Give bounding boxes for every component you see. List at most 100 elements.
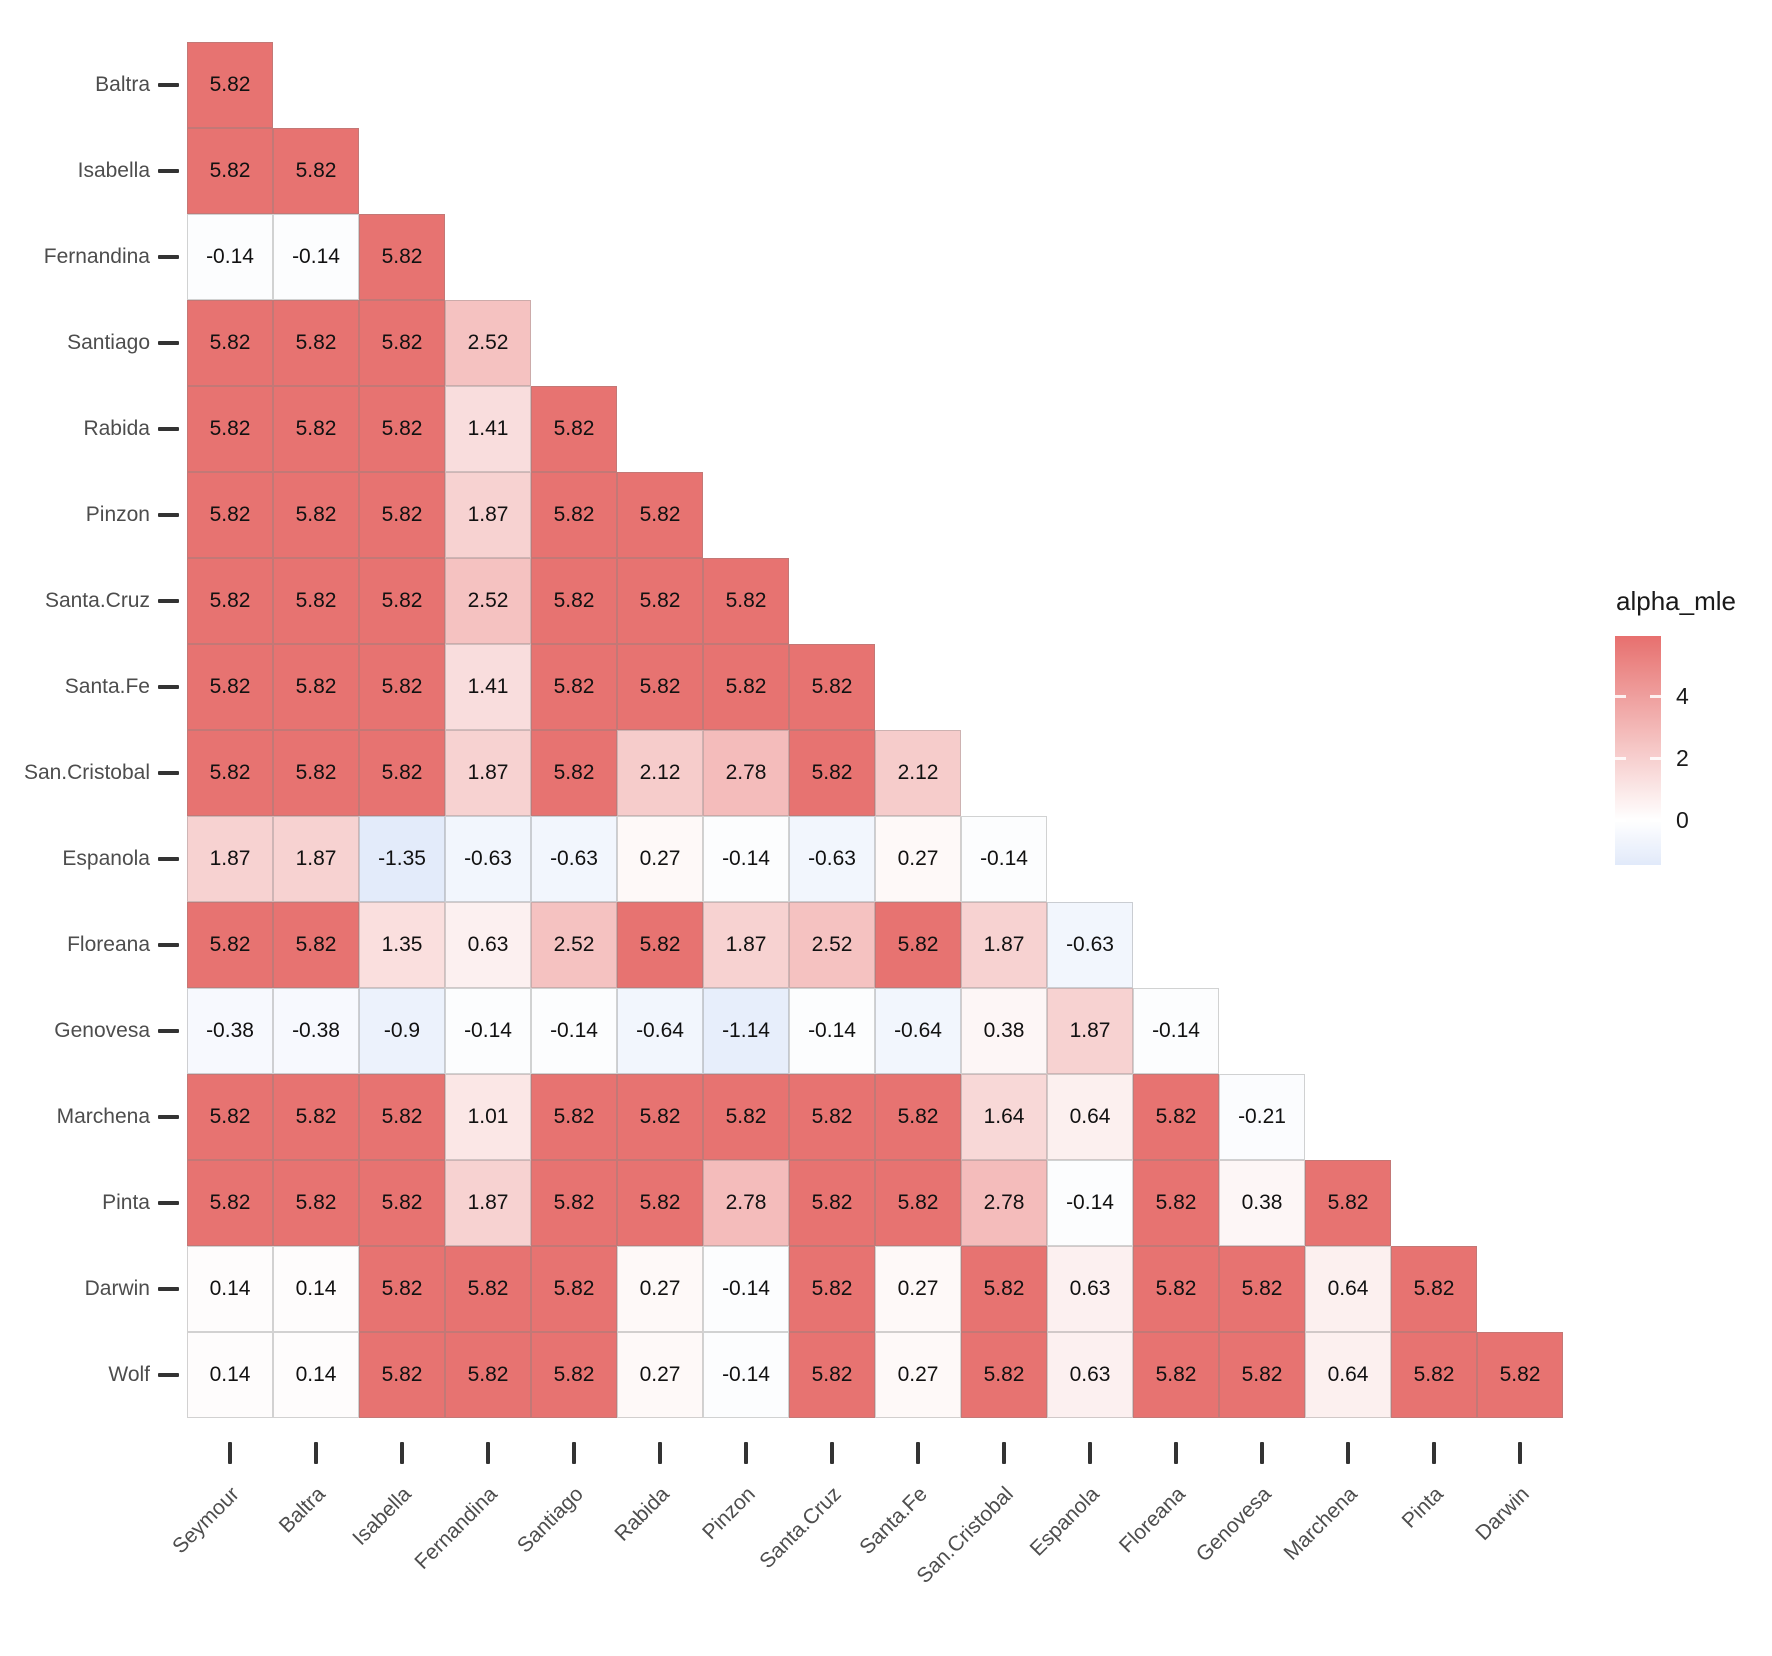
legend-tick-label: 4 xyxy=(1676,683,1689,710)
heatmap-cell: 0.64 xyxy=(1305,1246,1391,1332)
heatmap-cell: 1.41 xyxy=(445,644,531,730)
heatmap-cell: 5.82 xyxy=(187,300,273,386)
y-axis-label: Darwin xyxy=(84,1277,150,1300)
heatmap-cell: 0.63 xyxy=(1047,1246,1133,1332)
heatmap-cell: 0.64 xyxy=(1305,1332,1391,1418)
heatmap-cell: 5.82 xyxy=(703,644,789,730)
y-axis-label: Baltra xyxy=(95,73,150,96)
x-axis-tick xyxy=(400,1442,404,1464)
y-axis-tick xyxy=(158,1115,179,1119)
heatmap-cell: -0.14 xyxy=(961,816,1047,902)
x-axis-label: Seymour xyxy=(168,1482,244,1559)
legend-tick-label: 0 xyxy=(1676,807,1689,834)
legend-tick-mark xyxy=(1650,694,1661,698)
y-axis-tick xyxy=(158,599,179,603)
y-axis-tick xyxy=(158,341,179,345)
heatmap-cell: 5.82 xyxy=(1133,1074,1219,1160)
heatmap-cell: 5.82 xyxy=(531,386,617,472)
heatmap-cell: 5.82 xyxy=(1391,1332,1477,1418)
x-axis-label: Darwin xyxy=(1471,1482,1534,1545)
heatmap-cell: 5.82 xyxy=(531,644,617,730)
heatmap-cell: -0.14 xyxy=(187,214,273,300)
heatmap-cell: 5.82 xyxy=(531,1246,617,1332)
heatmap-cell: 5.82 xyxy=(359,1074,445,1160)
x-axis-label: Santiago xyxy=(512,1482,588,1558)
x-axis-label: Fernandina xyxy=(410,1482,502,1574)
heatmap-cell: 2.78 xyxy=(703,730,789,816)
heatmap-cell: -0.14 xyxy=(445,988,531,1074)
legend-tick-mark xyxy=(1615,818,1626,822)
heatmap-cell: 1.87 xyxy=(445,1160,531,1246)
heatmap-cell: 5.82 xyxy=(359,644,445,730)
heatmap-cell: -1.14 xyxy=(703,988,789,1074)
heatmap-cell: -0.14 xyxy=(703,1246,789,1332)
heatmap-cell: 0.14 xyxy=(273,1332,359,1418)
heatmap-cell: 5.82 xyxy=(531,730,617,816)
heatmap-cell: 1.87 xyxy=(445,730,531,816)
heatmap-cell: -0.21 xyxy=(1219,1074,1305,1160)
x-axis-label: Floreana xyxy=(1114,1482,1190,1558)
heatmap-cell: 0.64 xyxy=(1047,1074,1133,1160)
heatmap-cell: 5.82 xyxy=(359,730,445,816)
x-axis-tick xyxy=(1346,1442,1350,1464)
y-axis-tick xyxy=(158,255,179,259)
heatmap-cell: 5.82 xyxy=(273,128,359,214)
heatmap-cell: 5.82 xyxy=(187,386,273,472)
heatmap-cell: 5.82 xyxy=(875,902,961,988)
heatmap-cell: 5.82 xyxy=(445,1246,531,1332)
x-axis-tick xyxy=(1518,1442,1522,1464)
y-axis-label: Genovesa xyxy=(54,1019,150,1042)
heatmap-cell: 5.82 xyxy=(187,42,273,128)
y-axis-label: Espanola xyxy=(62,847,150,870)
heatmap-cell: 5.82 xyxy=(531,558,617,644)
heatmap-cell: 0.14 xyxy=(187,1246,273,1332)
heatmap-cell: 5.82 xyxy=(359,1160,445,1246)
y-axis-label: Santiago xyxy=(67,331,150,354)
heatmap-cell: 0.27 xyxy=(875,816,961,902)
heatmap-cell: 5.82 xyxy=(875,1074,961,1160)
x-axis-label: Santa.Cruz xyxy=(755,1482,846,1574)
heatmap-cell: 0.27 xyxy=(875,1332,961,1418)
y-axis-tick xyxy=(158,771,179,775)
heatmap-cell: 1.87 xyxy=(703,902,789,988)
heatmap-cell: 0.14 xyxy=(273,1246,359,1332)
y-axis-tick xyxy=(158,1373,179,1377)
heatmap-cell: 5.82 xyxy=(789,1332,875,1418)
heatmap-cell: -0.38 xyxy=(187,988,273,1074)
heatmap-cell: 5.82 xyxy=(789,1160,875,1246)
heatmap-cell: 5.82 xyxy=(187,1074,273,1160)
heatmap-cell: -0.63 xyxy=(789,816,875,902)
x-axis-label: Isabella xyxy=(348,1482,416,1550)
heatmap-cell: 5.82 xyxy=(703,558,789,644)
heatmap-cell: 5.82 xyxy=(359,214,445,300)
heatmap-cell: 2.78 xyxy=(703,1160,789,1246)
heatmap-cell: 2.12 xyxy=(617,730,703,816)
x-axis-label: Pinzon xyxy=(698,1482,760,1545)
y-axis-label: San.Cristobal xyxy=(23,761,150,784)
x-axis-tick xyxy=(1432,1442,1436,1464)
heatmap-cell: 5.82 xyxy=(359,386,445,472)
heatmap-cell: 0.14 xyxy=(187,1332,273,1418)
heatmap-cell: 1.87 xyxy=(187,816,273,902)
heatmap-cell: 5.82 xyxy=(359,558,445,644)
y-axis-label: Rabida xyxy=(83,417,150,440)
heatmap-cell: 5.82 xyxy=(617,1074,703,1160)
x-axis-label: Rabida xyxy=(610,1482,674,1546)
heatmap-cell: 5.82 xyxy=(1133,1160,1219,1246)
heatmap-cell: -0.14 xyxy=(703,1332,789,1418)
heatmap-cell: 0.38 xyxy=(961,988,1047,1074)
heatmap-cell: 5.82 xyxy=(187,128,273,214)
heatmap-cell: 5.82 xyxy=(359,1332,445,1418)
legend-title: alpha_mle xyxy=(1616,586,1736,616)
heatmap-cell: 5.82 xyxy=(359,1246,445,1332)
legend-tick-mark xyxy=(1615,756,1626,760)
heatmap-cell: -0.64 xyxy=(875,988,961,1074)
heatmap-cell: 5.82 xyxy=(1391,1246,1477,1332)
heatmap-cell: 5.82 xyxy=(1219,1332,1305,1418)
heatmap-cell: 5.82 xyxy=(187,472,273,558)
y-axis-label: Fernandina xyxy=(43,245,150,268)
heatmap-cell: 2.52 xyxy=(789,902,875,988)
heatmap-cell: 5.82 xyxy=(187,558,273,644)
heatmap-cell: 5.82 xyxy=(359,300,445,386)
heatmap-cell: -0.14 xyxy=(273,214,359,300)
